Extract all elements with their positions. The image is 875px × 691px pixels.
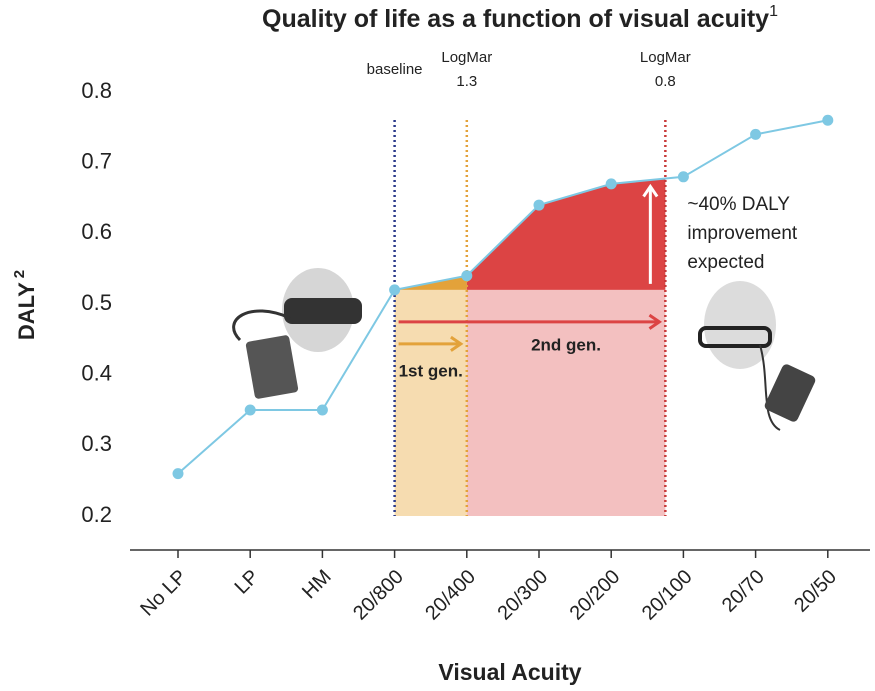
- x-tick-label: HM: [298, 566, 336, 604]
- y-tick-label: 0.3: [81, 431, 112, 456]
- improvement-label: improvement: [687, 223, 798, 244]
- gen2-arrow-head: [648, 313, 663, 330]
- x-tick-label: 20/800: [349, 566, 408, 625]
- gen1-device-icon: [232, 268, 362, 399]
- x-tick-label: 20/50: [790, 566, 841, 617]
- data-point: [605, 178, 617, 190]
- improvement-arrow-head: [642, 183, 659, 198]
- data-point: [677, 171, 689, 183]
- y-tick-label: 0.5: [81, 290, 112, 315]
- x-tick-label: 20/200: [566, 566, 625, 625]
- x-tick-label: 20/100: [638, 566, 697, 625]
- logmar-label: 1.3: [456, 73, 477, 90]
- x-tick-label: No LP: [136, 566, 191, 621]
- data-point: [533, 199, 545, 211]
- data-point: [389, 284, 401, 296]
- title-text: Quality of life as a function of visual …: [262, 5, 769, 33]
- title-note: 1: [769, 3, 778, 20]
- data-line: [177, 119, 828, 475]
- y-axis-label: DALY 2: [11, 270, 39, 340]
- gen2-label: 2nd gen.: [531, 335, 601, 354]
- data-point: [172, 468, 184, 480]
- data-point: [822, 114, 834, 126]
- gen1-band: [394, 289, 467, 516]
- gen1-arrow-head: [450, 335, 464, 352]
- gen2-device-icon: [698, 281, 816, 431]
- x-tick-label: 20/400: [421, 566, 480, 625]
- x-tick-label: 20/70: [718, 566, 769, 617]
- logmar-label: LogMar: [640, 49, 691, 66]
- chart-title: Quality of life as a function of visual …: [262, 3, 778, 32]
- y-tick-label: 0.4: [81, 360, 112, 385]
- gen1-label: 1st gen.: [399, 361, 463, 380]
- data-point: [316, 404, 328, 416]
- improvement-label: ~40% DALY: [687, 194, 790, 215]
- gen2-band: [466, 289, 666, 516]
- y-tick-label: 0.8: [81, 78, 112, 103]
- improvement-label: expected: [687, 252, 764, 273]
- data-point: [750, 128, 762, 140]
- logmar-label: LogMar: [441, 49, 492, 66]
- logmar-label: 0.8: [655, 73, 676, 90]
- gen2-area: [466, 178, 666, 290]
- y-label-note: 2: [11, 270, 28, 278]
- x-axis-label: Visual Acuity: [438, 659, 581, 685]
- data-point: [244, 404, 256, 416]
- y-label-text: DALY: [14, 282, 39, 340]
- x-tick-label: LP: [231, 566, 264, 599]
- data-point: [461, 270, 473, 282]
- y-tick-label: 0.7: [81, 148, 112, 173]
- baseline-label: baseline: [367, 61, 423, 78]
- y-tick-label: 0.6: [81, 219, 112, 244]
- y-tick-label: 0.2: [81, 502, 112, 527]
- x-tick-label: 20/300: [493, 566, 552, 625]
